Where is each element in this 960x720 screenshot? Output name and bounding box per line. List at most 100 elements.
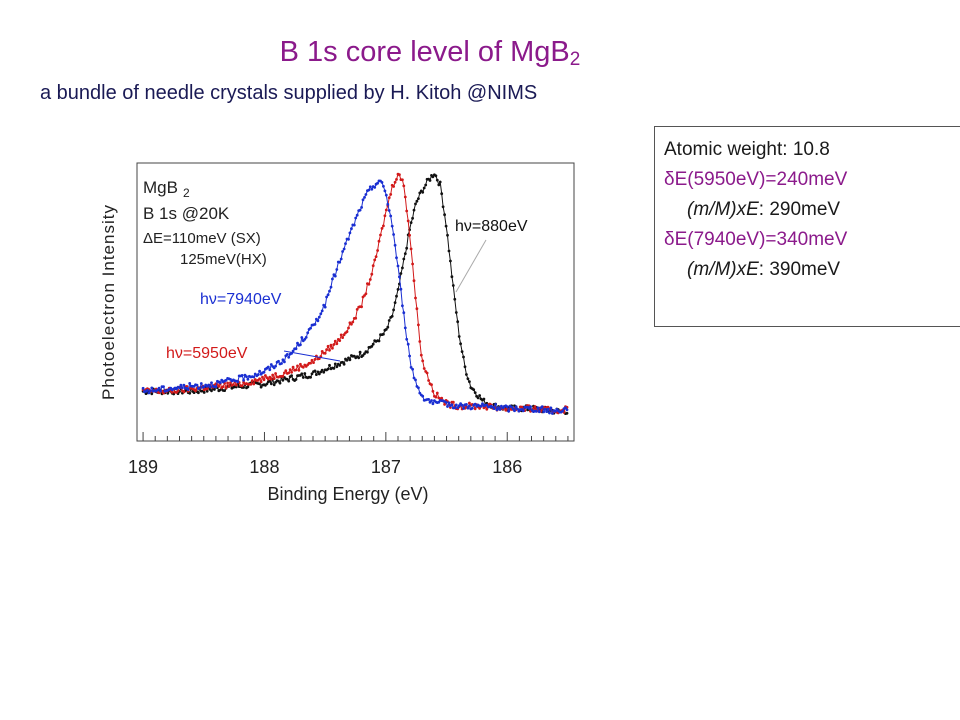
data-point: [329, 343, 333, 347]
label-h: h: [455, 218, 464, 235]
data-point: [328, 289, 331, 293]
data-point: [290, 370, 293, 374]
data-point: [403, 326, 407, 330]
x-tick-label: 186: [492, 457, 522, 477]
data-point: [549, 406, 553, 410]
data-point: [342, 247, 346, 251]
data-point: [449, 259, 452, 263]
data-point: [411, 216, 414, 220]
data-point: [234, 383, 238, 387]
data-point: [389, 193, 393, 196]
data-point: [431, 175, 435, 179]
data-point: [468, 380, 471, 383]
data-point: [435, 178, 439, 182]
data-point: [412, 376, 416, 380]
data-point: [313, 323, 317, 326]
data-point: [384, 328, 388, 331]
x-tick-label: 187: [371, 457, 401, 477]
data-point: [529, 405, 532, 409]
data-point: [546, 407, 550, 411]
data-point: [520, 405, 524, 409]
data-point: [516, 407, 519, 411]
data-point: [310, 358, 314, 362]
series-label-7940: hν=7940eV: [200, 291, 282, 308]
data-point: [395, 178, 398, 181]
data-point: [377, 239, 381, 243]
data-point: [398, 275, 401, 279]
data-point: [438, 180, 442, 184]
data-point: [392, 233, 395, 236]
data-point: [473, 407, 477, 411]
data-point: [430, 399, 433, 402]
data-point: [389, 214, 393, 218]
data-point: [434, 174, 438, 178]
data-point: [226, 381, 230, 385]
data-point: [182, 390, 186, 394]
data-point: [533, 405, 537, 408]
data-point: [347, 326, 350, 330]
data-point: [361, 354, 365, 357]
data-point: [283, 371, 286, 375]
data-point: [280, 362, 283, 365]
plot-frame: [136, 162, 575, 442]
data-point: [326, 293, 330, 297]
data-point: [313, 358, 317, 361]
page-title-main: B 1s core level of MgB: [279, 36, 570, 68]
data-point: [473, 391, 477, 394]
data-point: [417, 386, 420, 390]
data-point: [290, 374, 293, 378]
data-point: [479, 404, 483, 408]
data-point: [548, 411, 551, 415]
data-point: [207, 383, 211, 387]
data-point: [453, 297, 457, 301]
data-point: [291, 365, 295, 369]
data-point: [425, 371, 429, 375]
data-point: [446, 233, 449, 237]
data-point: [341, 250, 344, 253]
data-point: [460, 403, 464, 407]
data-point: [146, 388, 149, 392]
data-point: [386, 325, 390, 329]
data-point: [303, 372, 307, 375]
data-point: [266, 377, 270, 381]
data-point: [297, 368, 301, 372]
data-point: [266, 365, 270, 369]
data-point: [339, 333, 343, 337]
label-nu: ν: [175, 345, 183, 362]
data-point: [553, 410, 557, 413]
data-point: [352, 223, 356, 227]
data-point: [338, 364, 342, 367]
data-point: [447, 401, 451, 405]
data-point: [405, 246, 409, 250]
data-point: [306, 331, 310, 335]
data-point: [345, 358, 349, 362]
data-point: [294, 378, 298, 381]
delta-symbol: δ: [664, 229, 675, 250]
data-point: [482, 397, 486, 401]
data-point: [277, 359, 280, 363]
data-point: [245, 375, 248, 378]
leader-line-880: [455, 239, 487, 293]
data-point: [459, 342, 462, 346]
data-point: [387, 196, 391, 200]
data-point: [342, 362, 346, 366]
data-point: [272, 377, 276, 380]
data-point: [409, 247, 413, 251]
data-point: [418, 340, 422, 343]
data-point: [246, 385, 250, 389]
data-point: [221, 385, 225, 388]
data-point: [401, 266, 404, 270]
data-point: [382, 184, 385, 188]
data-point: [232, 383, 235, 386]
data-point: [188, 391, 192, 395]
data-point: [387, 209, 391, 212]
data-point: [403, 195, 407, 199]
data-point: [358, 208, 362, 212]
data-point: [283, 360, 286, 364]
delta-symbol: Δ: [143, 230, 153, 247]
data-point: [344, 242, 347, 246]
data-point: [485, 403, 489, 407]
data-point: [366, 350, 369, 354]
data-point: [364, 193, 368, 196]
